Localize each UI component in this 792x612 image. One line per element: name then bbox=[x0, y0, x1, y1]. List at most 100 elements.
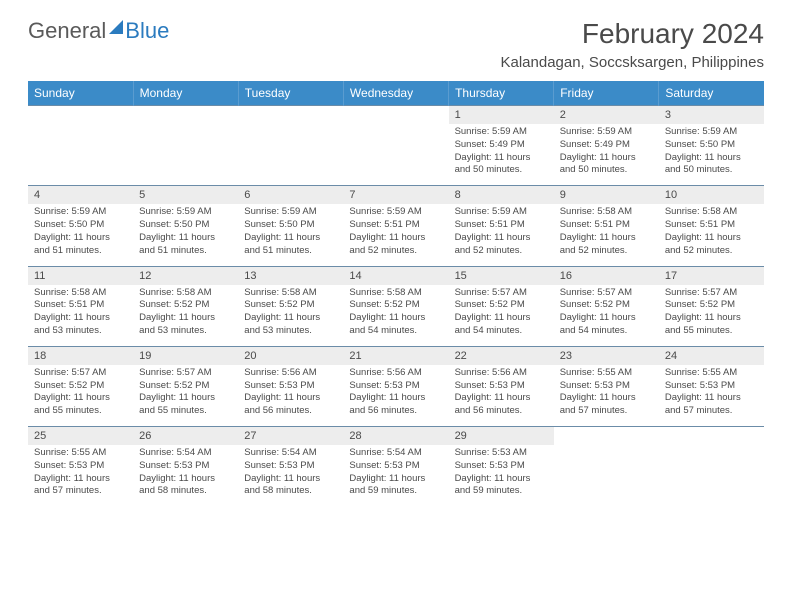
day-details: Sunrise: 5:57 AMSunset: 5:52 PMDaylight:… bbox=[28, 365, 133, 426]
calendar-day-cell: 26Sunrise: 5:54 AMSunset: 5:53 PMDayligh… bbox=[133, 427, 238, 507]
day-number bbox=[554, 427, 659, 445]
calendar-week-row: 25Sunrise: 5:55 AMSunset: 5:53 PMDayligh… bbox=[28, 427, 764, 507]
day-details: Sunrise: 5:57 AMSunset: 5:52 PMDaylight:… bbox=[449, 285, 554, 346]
calendar-day-cell bbox=[343, 106, 448, 186]
day-details: Sunrise: 5:54 AMSunset: 5:53 PMDaylight:… bbox=[343, 445, 448, 506]
day-number: 28 bbox=[343, 427, 448, 445]
day-details: Sunrise: 5:59 AMSunset: 5:50 PMDaylight:… bbox=[659, 124, 764, 185]
day-number bbox=[343, 106, 448, 124]
day-number: 14 bbox=[343, 267, 448, 285]
calendar-day-cell: 29Sunrise: 5:53 AMSunset: 5:53 PMDayligh… bbox=[449, 427, 554, 507]
day-number: 13 bbox=[238, 267, 343, 285]
day-details: Sunrise: 5:53 AMSunset: 5:53 PMDaylight:… bbox=[449, 445, 554, 506]
day-details bbox=[133, 124, 238, 180]
day-details: Sunrise: 5:59 AMSunset: 5:51 PMDaylight:… bbox=[343, 204, 448, 265]
day-details: Sunrise: 5:56 AMSunset: 5:53 PMDaylight:… bbox=[449, 365, 554, 426]
day-number bbox=[659, 427, 764, 445]
day-number: 12 bbox=[133, 267, 238, 285]
calendar-day-cell: 4Sunrise: 5:59 AMSunset: 5:50 PMDaylight… bbox=[28, 186, 133, 266]
month-title: February 2024 bbox=[500, 18, 764, 50]
day-number bbox=[28, 106, 133, 124]
day-number: 5 bbox=[133, 186, 238, 204]
calendar-day-cell: 19Sunrise: 5:57 AMSunset: 5:52 PMDayligh… bbox=[133, 346, 238, 426]
day-details: Sunrise: 5:54 AMSunset: 5:53 PMDaylight:… bbox=[133, 445, 238, 506]
day-number bbox=[133, 106, 238, 124]
location-subtitle: Kalandagan, Soccsksargen, Philippines bbox=[500, 54, 764, 71]
calendar-week-row: 4Sunrise: 5:59 AMSunset: 5:50 PMDaylight… bbox=[28, 186, 764, 266]
day-details: Sunrise: 5:56 AMSunset: 5:53 PMDaylight:… bbox=[343, 365, 448, 426]
weekday-header: Monday bbox=[133, 81, 238, 106]
day-number: 11 bbox=[28, 267, 133, 285]
calendar-day-cell: 9Sunrise: 5:58 AMSunset: 5:51 PMDaylight… bbox=[554, 186, 659, 266]
day-details bbox=[343, 124, 448, 180]
calendar-day-cell: 23Sunrise: 5:55 AMSunset: 5:53 PMDayligh… bbox=[554, 346, 659, 426]
day-details: Sunrise: 5:56 AMSunset: 5:53 PMDaylight:… bbox=[238, 365, 343, 426]
day-details: Sunrise: 5:55 AMSunset: 5:53 PMDaylight:… bbox=[659, 365, 764, 426]
calendar-day-cell: 8Sunrise: 5:59 AMSunset: 5:51 PMDaylight… bbox=[449, 186, 554, 266]
day-number bbox=[238, 106, 343, 124]
day-number: 23 bbox=[554, 347, 659, 365]
calendar-day-cell: 20Sunrise: 5:56 AMSunset: 5:53 PMDayligh… bbox=[238, 346, 343, 426]
weekday-header: Thursday bbox=[449, 81, 554, 106]
day-details: Sunrise: 5:59 AMSunset: 5:50 PMDaylight:… bbox=[238, 204, 343, 265]
day-details: Sunrise: 5:55 AMSunset: 5:53 PMDaylight:… bbox=[554, 365, 659, 426]
calendar-day-cell: 12Sunrise: 5:58 AMSunset: 5:52 PMDayligh… bbox=[133, 266, 238, 346]
day-number: 4 bbox=[28, 186, 133, 204]
day-details: Sunrise: 5:58 AMSunset: 5:51 PMDaylight:… bbox=[28, 285, 133, 346]
day-details: Sunrise: 5:58 AMSunset: 5:51 PMDaylight:… bbox=[659, 204, 764, 265]
brand-word-1: General bbox=[28, 18, 106, 44]
calendar-week-row: 1Sunrise: 5:59 AMSunset: 5:49 PMDaylight… bbox=[28, 106, 764, 186]
calendar-day-cell: 13Sunrise: 5:58 AMSunset: 5:52 PMDayligh… bbox=[238, 266, 343, 346]
calendar-day-cell: 2Sunrise: 5:59 AMSunset: 5:49 PMDaylight… bbox=[554, 106, 659, 186]
day-details: Sunrise: 5:59 AMSunset: 5:50 PMDaylight:… bbox=[133, 204, 238, 265]
weekday-header: Wednesday bbox=[343, 81, 448, 106]
day-number: 22 bbox=[449, 347, 554, 365]
day-details: Sunrise: 5:59 AMSunset: 5:50 PMDaylight:… bbox=[28, 204, 133, 265]
calendar-day-cell bbox=[659, 427, 764, 507]
day-details: Sunrise: 5:54 AMSunset: 5:53 PMDaylight:… bbox=[238, 445, 343, 506]
day-number: 8 bbox=[449, 186, 554, 204]
weekday-header: Friday bbox=[554, 81, 659, 106]
calendar-day-cell: 14Sunrise: 5:58 AMSunset: 5:52 PMDayligh… bbox=[343, 266, 448, 346]
day-details: Sunrise: 5:57 AMSunset: 5:52 PMDaylight:… bbox=[659, 285, 764, 346]
calendar-day-cell: 17Sunrise: 5:57 AMSunset: 5:52 PMDayligh… bbox=[659, 266, 764, 346]
day-number: 16 bbox=[554, 267, 659, 285]
calendar-day-cell: 25Sunrise: 5:55 AMSunset: 5:53 PMDayligh… bbox=[28, 427, 133, 507]
day-details: Sunrise: 5:58 AMSunset: 5:52 PMDaylight:… bbox=[238, 285, 343, 346]
day-number: 17 bbox=[659, 267, 764, 285]
weekday-header: Saturday bbox=[659, 81, 764, 106]
day-details: Sunrise: 5:58 AMSunset: 5:52 PMDaylight:… bbox=[133, 285, 238, 346]
day-number: 19 bbox=[133, 347, 238, 365]
day-details: Sunrise: 5:57 AMSunset: 5:52 PMDaylight:… bbox=[554, 285, 659, 346]
day-details: Sunrise: 5:58 AMSunset: 5:51 PMDaylight:… bbox=[554, 204, 659, 265]
day-details: Sunrise: 5:59 AMSunset: 5:49 PMDaylight:… bbox=[449, 124, 554, 185]
day-number: 2 bbox=[554, 106, 659, 124]
day-details: Sunrise: 5:59 AMSunset: 5:49 PMDaylight:… bbox=[554, 124, 659, 185]
day-number: 20 bbox=[238, 347, 343, 365]
calendar-week-row: 11Sunrise: 5:58 AMSunset: 5:51 PMDayligh… bbox=[28, 266, 764, 346]
calendar-day-cell: 28Sunrise: 5:54 AMSunset: 5:53 PMDayligh… bbox=[343, 427, 448, 507]
brand-triangle-icon bbox=[109, 20, 123, 34]
day-details bbox=[554, 445, 659, 501]
brand-word-2: Blue bbox=[125, 18, 169, 44]
calendar-day-cell bbox=[238, 106, 343, 186]
weekday-header: Sunday bbox=[28, 81, 133, 106]
day-details bbox=[28, 124, 133, 180]
calendar-body: 1Sunrise: 5:59 AMSunset: 5:49 PMDaylight… bbox=[28, 106, 764, 507]
weekday-header: Tuesday bbox=[238, 81, 343, 106]
calendar-day-cell: 24Sunrise: 5:55 AMSunset: 5:53 PMDayligh… bbox=[659, 346, 764, 426]
day-number: 3 bbox=[659, 106, 764, 124]
brand-logo: General Blue bbox=[28, 18, 169, 44]
day-details bbox=[659, 445, 764, 501]
calendar-day-cell bbox=[28, 106, 133, 186]
day-number: 24 bbox=[659, 347, 764, 365]
day-number: 15 bbox=[449, 267, 554, 285]
calendar-day-cell bbox=[554, 427, 659, 507]
calendar-day-cell: 15Sunrise: 5:57 AMSunset: 5:52 PMDayligh… bbox=[449, 266, 554, 346]
day-details: Sunrise: 5:55 AMSunset: 5:53 PMDaylight:… bbox=[28, 445, 133, 506]
day-number: 18 bbox=[28, 347, 133, 365]
day-details: Sunrise: 5:59 AMSunset: 5:51 PMDaylight:… bbox=[449, 204, 554, 265]
day-number: 25 bbox=[28, 427, 133, 445]
weekday-header-row: SundayMondayTuesdayWednesdayThursdayFrid… bbox=[28, 81, 764, 106]
day-number: 29 bbox=[449, 427, 554, 445]
